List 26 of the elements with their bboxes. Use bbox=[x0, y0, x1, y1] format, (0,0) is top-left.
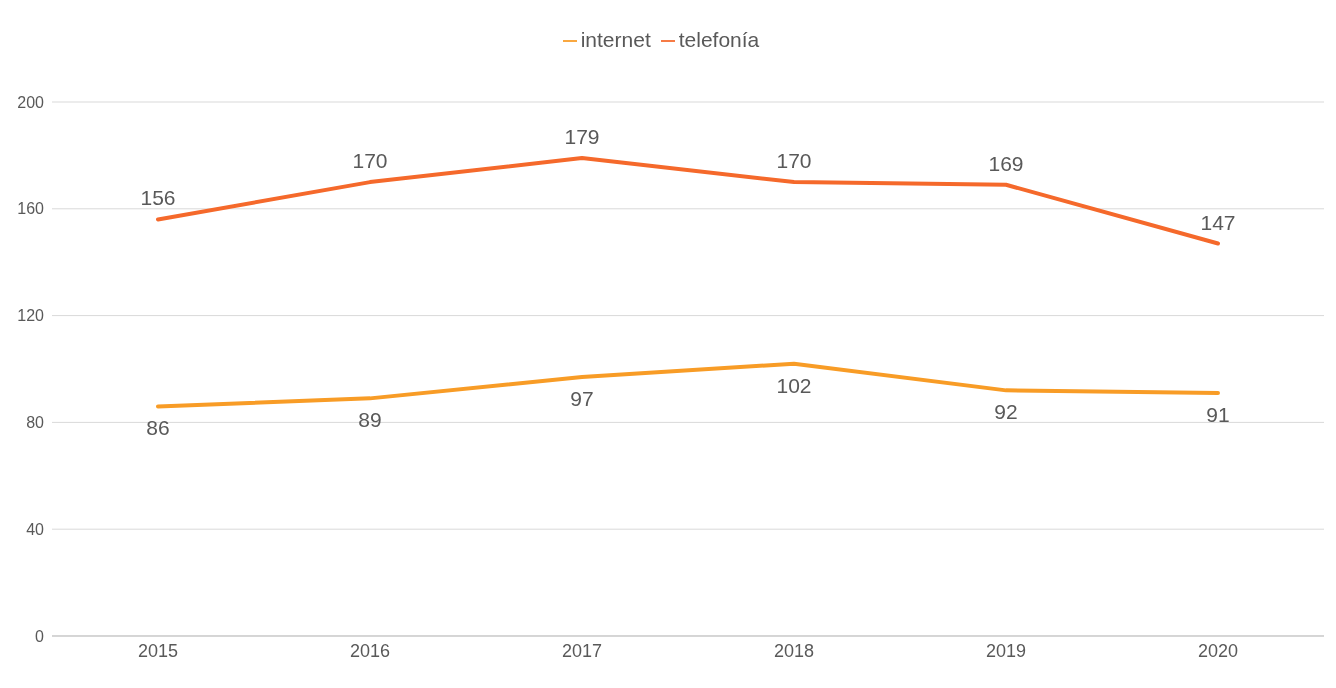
x-tick-label: 2015 bbox=[137, 640, 179, 661]
y-tick-label: 200 bbox=[17, 93, 45, 111]
legend-label: telefonía bbox=[678, 28, 760, 51]
data-label: 170 bbox=[776, 149, 812, 173]
data-label: 147 bbox=[1200, 210, 1236, 234]
y-tick-label: 120 bbox=[17, 307, 45, 325]
data-label: 156 bbox=[140, 186, 176, 210]
data-label: 169 bbox=[988, 151, 1024, 175]
x-tick-label: 2017 bbox=[561, 640, 603, 661]
data-label: 91 bbox=[1206, 402, 1230, 426]
legend-label: internet bbox=[580, 28, 651, 51]
data-label: 89 bbox=[358, 408, 382, 432]
x-tick-label: 2016 bbox=[349, 640, 391, 661]
y-tick-label: 0 bbox=[35, 627, 45, 645]
y-tick-label: 160 bbox=[17, 200, 45, 218]
x-tick-label: 2019 bbox=[985, 640, 1027, 661]
data-label: 86 bbox=[146, 416, 170, 440]
x-tick-label: 2018 bbox=[773, 640, 815, 661]
data-label: 179 bbox=[564, 125, 600, 149]
data-label: 92 bbox=[994, 400, 1018, 424]
y-tick-label: 80 bbox=[26, 414, 45, 432]
data-label: 102 bbox=[776, 373, 812, 397]
y-tick-label: 40 bbox=[26, 520, 45, 538]
data-label: 97 bbox=[570, 386, 594, 410]
data-label: 170 bbox=[352, 149, 388, 173]
x-tick-label: 2020 bbox=[1197, 640, 1239, 661]
